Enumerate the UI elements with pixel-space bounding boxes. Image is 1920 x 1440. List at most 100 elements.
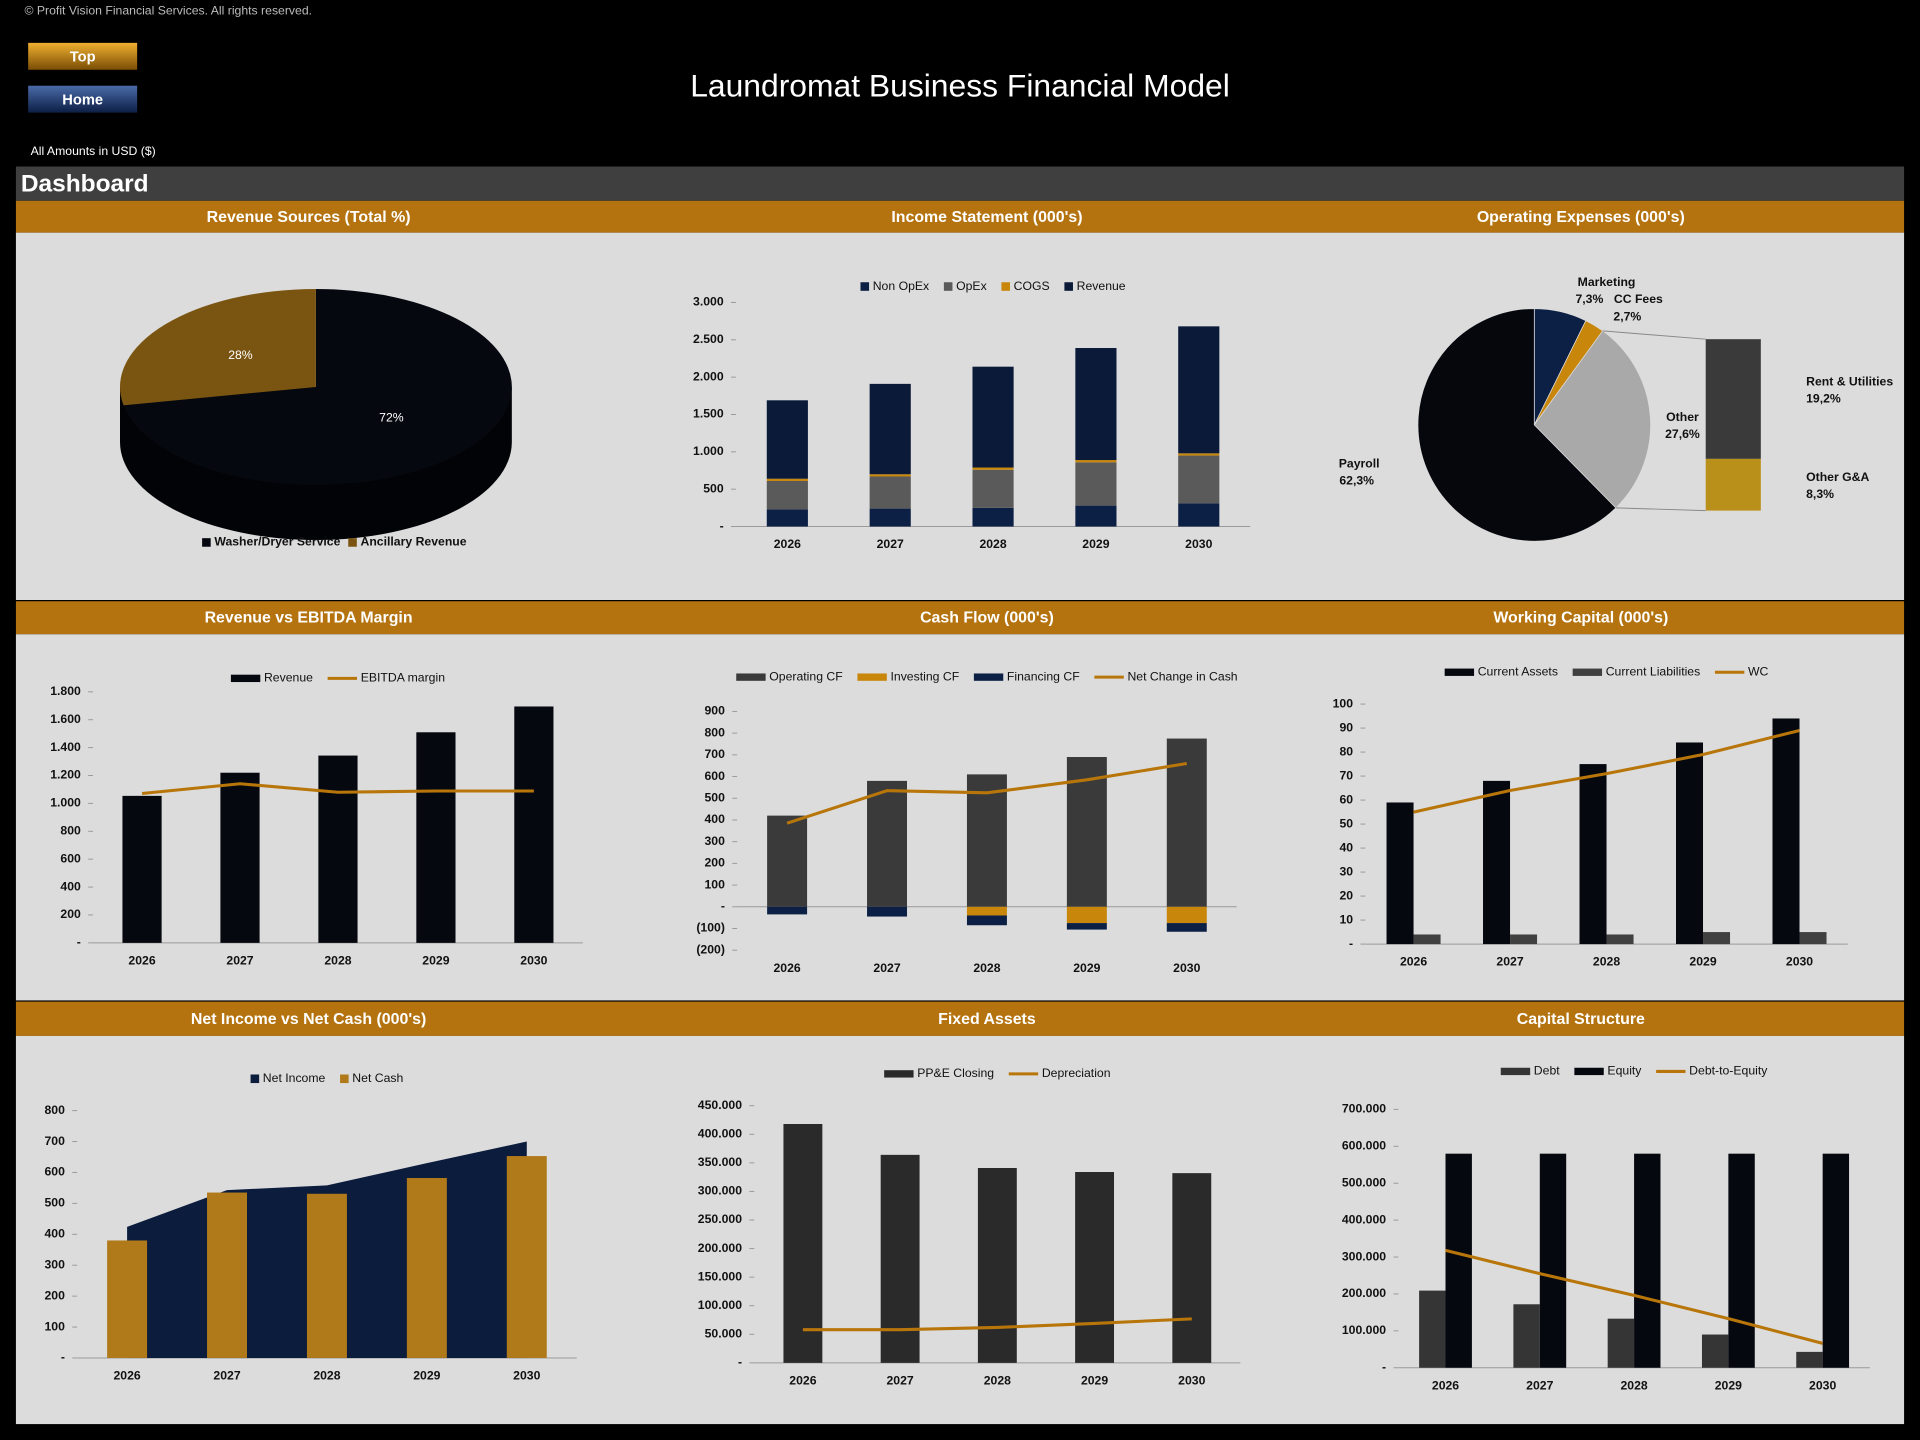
legend-swatch	[1572, 668, 1603, 676]
x-tick-label: 2028	[979, 537, 1006, 551]
breakdown-bar	[1705, 458, 1761, 511]
bar	[1799, 932, 1827, 945]
bar	[1178, 453, 1220, 456]
bar	[1178, 326, 1220, 454]
bar	[1728, 1153, 1755, 1368]
chart-title: Capital Structure	[1517, 1011, 1645, 1028]
x-tick-label: 2026	[128, 953, 155, 967]
button-bg[interactable]	[28, 85, 138, 113]
legend-swatch	[348, 538, 357, 547]
y-tick-label: 1.000	[50, 796, 81, 810]
legend-label: Investing CF	[890, 669, 959, 683]
bar	[766, 478, 808, 481]
chart-title: Revenue vs EBITDA Margin	[205, 610, 413, 627]
y-tick-label: 600	[60, 851, 81, 865]
x-tick-label: 2027	[226, 953, 253, 967]
bar	[318, 755, 358, 943]
bar	[766, 480, 808, 510]
legend-swatch	[1064, 282, 1073, 291]
y-tick-label: 60	[1339, 792, 1353, 806]
bar	[966, 906, 1007, 916]
bar	[1634, 1153, 1661, 1368]
x-tick-label: 2026	[789, 1373, 816, 1387]
bar	[766, 509, 808, 527]
button-label[interactable]: Home	[62, 92, 103, 108]
bar	[977, 1168, 1017, 1363]
bar	[966, 915, 1007, 926]
bar	[1445, 1153, 1472, 1368]
legend-label: Net Income	[263, 1071, 326, 1085]
y-tick-label: 350.000	[698, 1155, 742, 1169]
line	[141, 782, 534, 796]
bar	[767, 906, 808, 915]
page-title: Laundromat Business Financial Model	[690, 68, 1230, 104]
slice-name: Marketing	[1578, 275, 1636, 289]
bar	[1066, 906, 1107, 924]
y-tick-label: 400	[44, 1227, 65, 1241]
y-tick-label: 300.000	[1342, 1249, 1386, 1263]
y-tick-label: 700.000	[1342, 1102, 1386, 1116]
x-tick-label: 2027	[873, 961, 900, 975]
legend: Current Assets Current Liabilities WC	[1444, 664, 1769, 678]
x-tick-label: 2030	[1809, 1378, 1836, 1392]
legend-swatch	[1444, 668, 1475, 676]
bar	[1513, 1304, 1540, 1368]
legend-swatch	[340, 1074, 349, 1084]
bar	[766, 400, 808, 479]
x-tick-label: 2028	[1620, 1378, 1647, 1392]
y-tick-label: 50	[1339, 816, 1353, 830]
button-bg[interactable]	[28, 42, 138, 70]
pie-slice	[119, 288, 316, 406]
legend-label: Current Liabilities	[1606, 664, 1701, 678]
y-tick-label: 300.000	[698, 1184, 742, 1198]
y-tick-label: 600	[44, 1165, 65, 1179]
bar	[1166, 906, 1207, 924]
bar	[972, 507, 1014, 527]
y-tick-label: 500	[704, 790, 725, 804]
y-tick-label: 100.000	[1342, 1323, 1386, 1337]
y-tick-label: 500	[703, 481, 724, 495]
x-tick-label: 2027	[213, 1369, 240, 1383]
button-label[interactable]: Top	[70, 49, 96, 65]
y-tick-label: 1.500	[693, 407, 724, 421]
home-button[interactable]: Home	[28, 85, 138, 113]
bar	[1419, 1290, 1446, 1368]
y-tick-label: 450.000	[698, 1098, 742, 1112]
y-tick-label: 250.000	[698, 1212, 742, 1226]
line	[786, 762, 1188, 825]
x-tick-label: 2026	[113, 1369, 140, 1383]
slice-label: 27,6%	[1665, 427, 1700, 441]
legend-label: Non OpEx	[873, 279, 929, 293]
y-tick-label: 3.000	[693, 295, 724, 309]
y-tick-label: 150.000	[698, 1269, 742, 1283]
y-tick-label: 400.000	[1342, 1212, 1386, 1226]
breakdown-label: 19,2%	[1806, 391, 1841, 405]
legend-label: Operating CF	[769, 669, 842, 683]
y-tick-label: 1.800	[50, 684, 81, 698]
x-tick-label: 2027	[887, 1373, 914, 1387]
y-tick-label: 800	[704, 725, 725, 739]
bar	[1703, 932, 1731, 945]
x-tick-label: 2030	[520, 953, 547, 967]
y-tick-label: 500.000	[1342, 1175, 1386, 1189]
chart-title: Operating Expenses (000's)	[1477, 209, 1685, 226]
x-tick-label: 2029	[1082, 537, 1109, 551]
line	[802, 1317, 1192, 1332]
bar	[869, 476, 911, 509]
slice-name: CC Fees	[1614, 292, 1663, 306]
bar	[306, 1193, 347, 1358]
bar	[506, 1156, 547, 1358]
legend-label: Current Assets	[1478, 664, 1558, 678]
y-tick-label: 300	[44, 1257, 65, 1271]
y-tick-label: 20	[1339, 888, 1353, 902]
legend: PP&E Closing Depreciation	[884, 1066, 1111, 1080]
bar	[1172, 1173, 1212, 1363]
top-button[interactable]: Top	[28, 42, 138, 70]
y-tick-label: 70	[1339, 768, 1353, 782]
y-tick-label: 80	[1339, 744, 1353, 758]
y-tick-label: 100.000	[698, 1298, 742, 1312]
legend-swatch	[736, 673, 766, 681]
legend: Net Income Net Cash	[250, 1071, 404, 1085]
legend-label: WC	[1748, 664, 1769, 678]
x-tick-label: 2029	[1073, 961, 1100, 975]
